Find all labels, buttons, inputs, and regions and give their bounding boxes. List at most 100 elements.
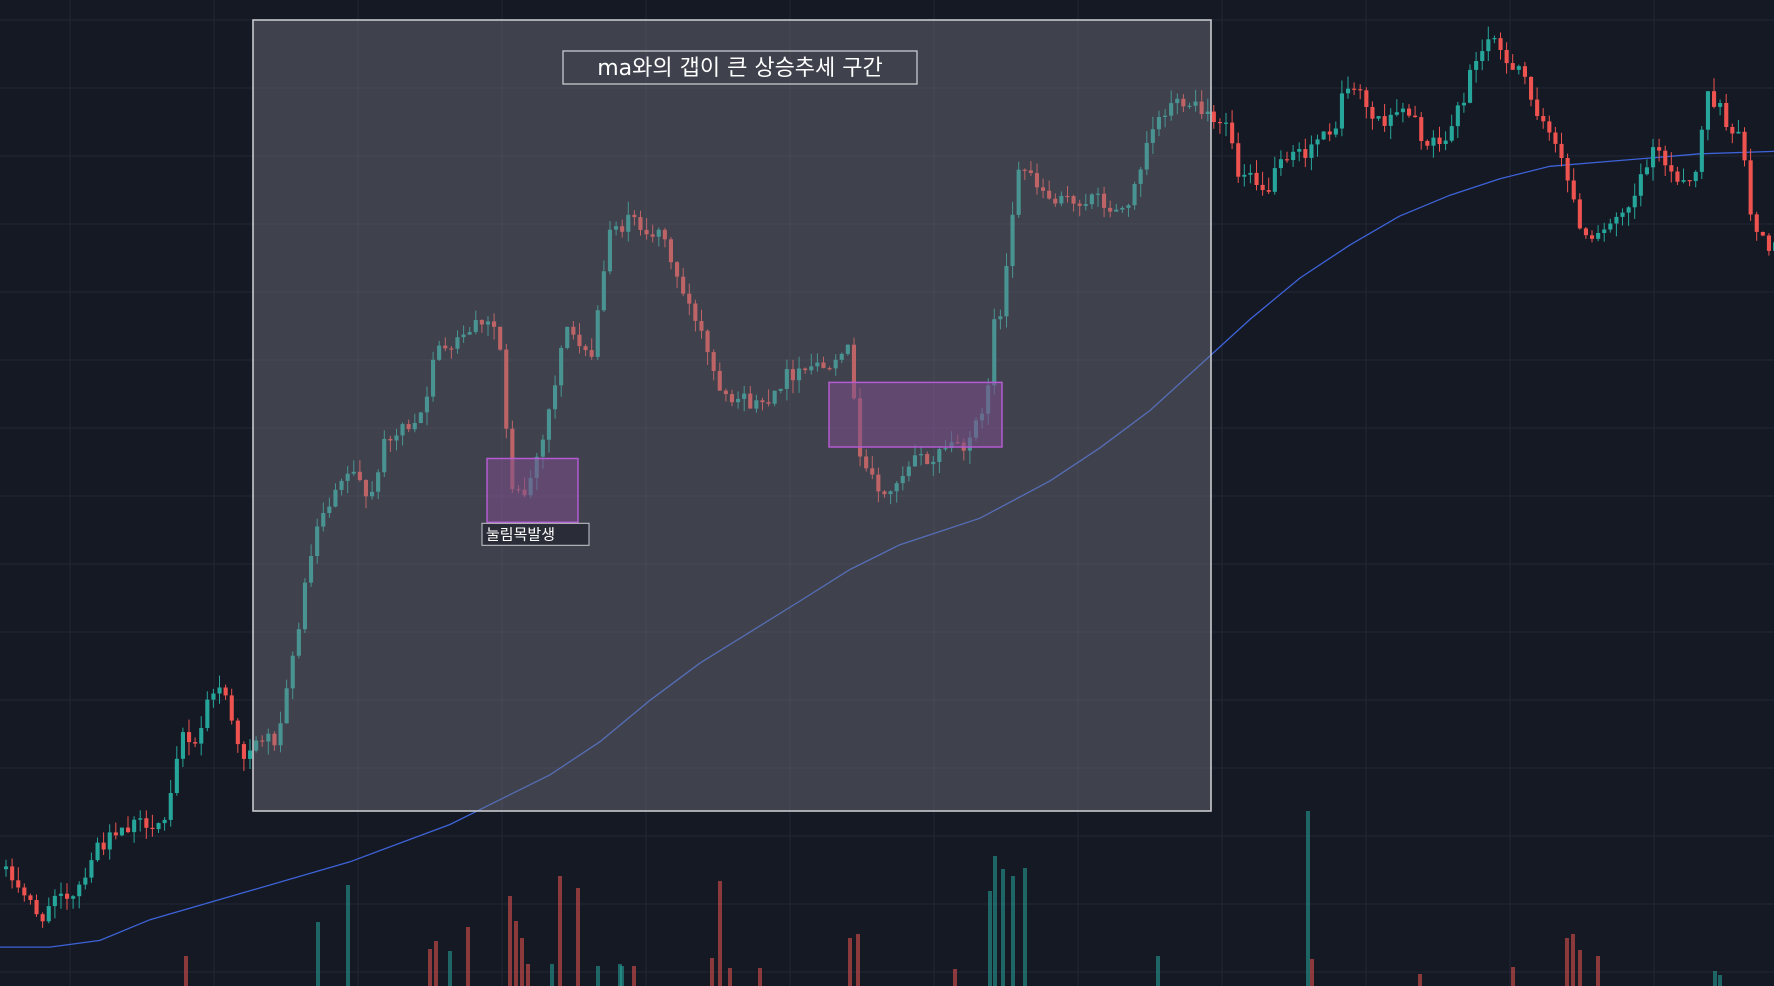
candle-body xyxy=(394,435,399,441)
candle-body xyxy=(833,359,838,369)
candle-body xyxy=(400,424,405,436)
candle-body xyxy=(1266,190,1271,192)
candle-body xyxy=(1132,184,1137,206)
candle-body xyxy=(571,326,576,335)
candle-body xyxy=(681,276,686,294)
volume-bar xyxy=(1023,868,1027,986)
volume-bar xyxy=(434,941,438,986)
candle-body xyxy=(1376,116,1381,119)
candle-body xyxy=(4,866,9,870)
candle-body xyxy=(723,390,728,395)
volume-bar xyxy=(1156,956,1160,986)
candle-body xyxy=(1291,151,1296,160)
candle-body xyxy=(851,344,856,399)
candle-body xyxy=(132,819,137,833)
volume-bar xyxy=(758,968,762,986)
annotations[interactable]: ma와의 갭이 큰 상승추세 구간 눌림목발생 xyxy=(252,19,1212,812)
candle-body xyxy=(1437,137,1442,144)
volume-bar xyxy=(856,934,860,986)
candle-body xyxy=(998,316,1003,320)
candle-body xyxy=(1693,171,1698,181)
candle-body xyxy=(1339,93,1344,129)
candle-body xyxy=(1419,117,1424,141)
candle-body xyxy=(1760,232,1765,236)
candle-body xyxy=(1705,91,1710,130)
candle-body xyxy=(479,320,484,325)
volume-bar xyxy=(1001,869,1005,986)
candle-body xyxy=(1632,195,1637,208)
candle-body xyxy=(1413,115,1418,118)
candle-body xyxy=(1431,137,1436,146)
candle-body xyxy=(1278,159,1283,169)
uptrend-title-box xyxy=(562,50,918,85)
candle-body xyxy=(1370,107,1375,119)
candle-body xyxy=(498,326,503,350)
candle-body xyxy=(162,819,167,824)
candle-body xyxy=(601,271,606,311)
candle-body xyxy=(1766,235,1771,251)
candle-body xyxy=(1108,207,1113,212)
candle-body xyxy=(58,893,63,896)
candle-body xyxy=(1596,233,1601,239)
candle-body xyxy=(424,396,429,413)
candle-body xyxy=(1474,61,1479,70)
volume-bar xyxy=(1511,967,1515,986)
candle-body xyxy=(1254,172,1259,185)
candle-body xyxy=(1047,190,1052,199)
candle-body xyxy=(1657,147,1662,151)
candle-body xyxy=(1675,171,1680,182)
candle-body xyxy=(662,229,667,240)
candle-body xyxy=(101,842,106,850)
volume-bar xyxy=(1310,959,1314,986)
candle-body xyxy=(931,461,936,465)
candle-body xyxy=(455,337,460,349)
volume-bar xyxy=(526,964,530,986)
candle-body xyxy=(778,388,783,391)
candle-body xyxy=(1486,39,1491,52)
candle-body xyxy=(1083,204,1088,206)
candle-body xyxy=(290,655,295,689)
candle-body xyxy=(205,699,210,728)
candle-body xyxy=(1089,194,1094,205)
candle-body xyxy=(729,394,734,403)
candle-body xyxy=(546,409,551,440)
uptrend-highlight-region[interactable] xyxy=(252,19,1212,812)
pullback-box-2[interactable] xyxy=(828,381,1003,448)
candle-body xyxy=(1199,101,1204,115)
candle-body xyxy=(174,758,179,793)
candle-body xyxy=(1492,38,1497,40)
candle-body xyxy=(1565,158,1570,181)
candle-body xyxy=(1583,228,1588,236)
candle-body xyxy=(187,732,192,743)
candle-body xyxy=(760,400,765,403)
candle-body xyxy=(22,887,27,896)
candle-body xyxy=(644,229,649,235)
candle-body xyxy=(632,214,637,218)
candle-body xyxy=(95,842,100,861)
candle-body xyxy=(449,348,454,350)
volume-bar xyxy=(316,922,320,986)
candle-body xyxy=(1529,76,1534,100)
volume-bar xyxy=(718,881,722,986)
candle-body xyxy=(717,370,722,391)
candle-body xyxy=(1407,108,1412,116)
candle-body xyxy=(1712,91,1717,107)
candle-body xyxy=(363,480,368,497)
candle-body xyxy=(254,740,259,751)
candle-body xyxy=(876,474,881,492)
candle-body xyxy=(1724,103,1729,127)
candle-body xyxy=(809,366,814,371)
candle-body xyxy=(1065,195,1070,198)
candle-body xyxy=(1663,150,1668,166)
candle-body xyxy=(553,385,558,410)
pullback-box-1[interactable] xyxy=(486,457,579,524)
candle-body xyxy=(803,368,808,371)
candle-body xyxy=(1510,63,1515,70)
candle-body xyxy=(614,226,619,230)
candle-body xyxy=(199,728,204,744)
candle-body xyxy=(821,362,826,369)
candle-body xyxy=(900,476,905,484)
candle-body xyxy=(1224,122,1229,124)
candle-body xyxy=(1205,111,1210,114)
